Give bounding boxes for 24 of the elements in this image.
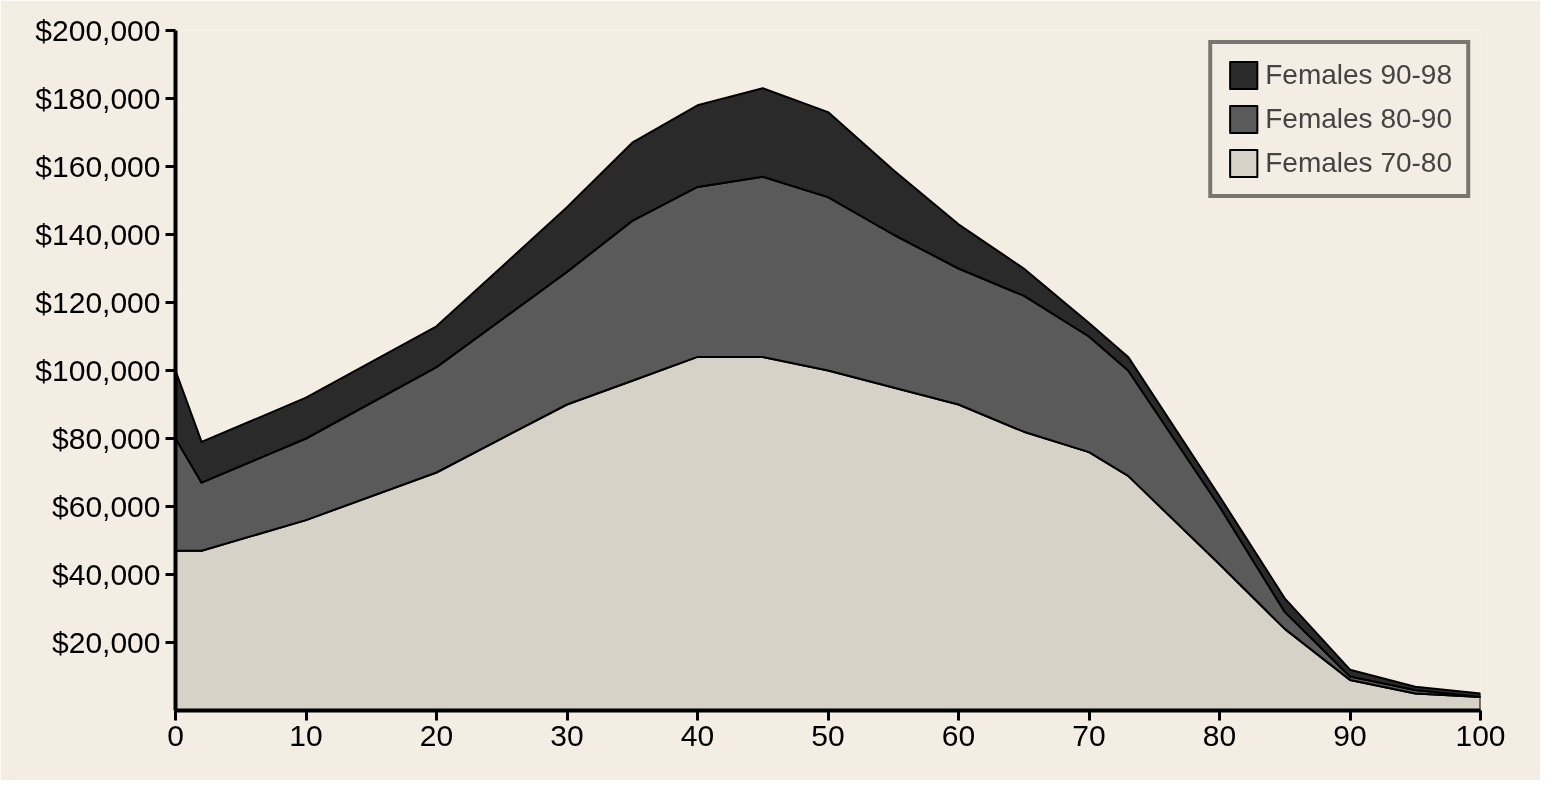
y-tick-label: $120,000: [35, 286, 161, 319]
y-tick-label: $160,000: [35, 150, 161, 183]
x-tick-label: 20: [419, 718, 454, 752]
x-tick-label: 50: [811, 718, 845, 752]
legend-label: Females 90-98: [1265, 59, 1452, 91]
x-tick-label: 10: [289, 718, 323, 752]
x-tick-label: 90: [1333, 718, 1367, 752]
x-tick-label: 30: [550, 718, 584, 752]
x-tick-label: 70: [1072, 718, 1106, 752]
y-tick-label: $200,000: [35, 14, 161, 47]
legend-label: Females 70-80: [1265, 147, 1452, 179]
x-tick-label: 0: [167, 718, 184, 752]
y-tick-label: $60,000: [52, 490, 161, 523]
x-tick-label: 60: [941, 718, 976, 752]
x-tick-label: 80: [1202, 718, 1237, 752]
legend-label: Females 80-90: [1265, 103, 1452, 135]
y-tick-label: $140,000: [35, 218, 161, 251]
x-tick-label: 40: [680, 718, 715, 752]
y-tick-label: $20,000: [52, 626, 161, 659]
y-tick-label: $40,000: [52, 558, 161, 591]
y-tick-label: $100,000: [35, 354, 161, 387]
y-tick-label: $180,000: [35, 82, 161, 115]
y-tick-label: $80,000: [52, 422, 161, 455]
x-tick-label: 100: [1455, 718, 1506, 752]
